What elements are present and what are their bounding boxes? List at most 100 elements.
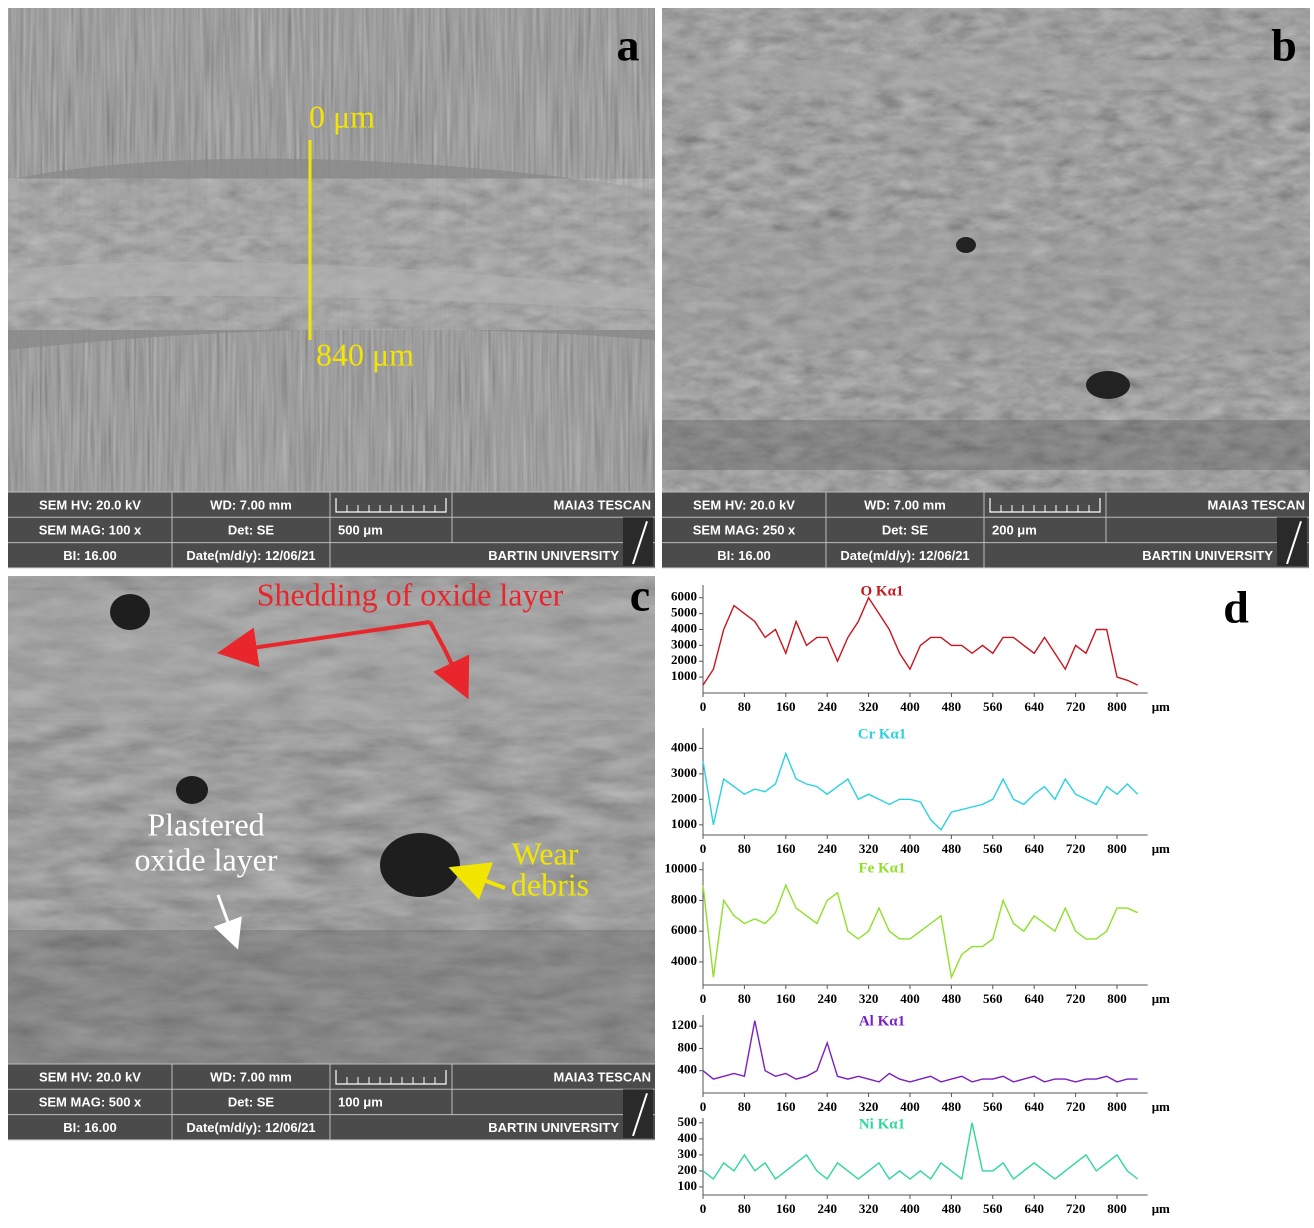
- info-text: BI: 16.00: [717, 548, 770, 563]
- x-tick-label: 480: [942, 1099, 962, 1114]
- y-tick-label: 4000: [671, 953, 697, 968]
- x-tick-label: 640: [1024, 841, 1044, 856]
- x-tick-label: 240: [817, 699, 837, 714]
- y-tick-label: 800: [678, 1039, 698, 1054]
- x-tick-label: 560: [983, 1201, 1003, 1216]
- annotation: Plastered: [147, 806, 264, 842]
- info-text: BARTIN UNIVERSITY: [1142, 548, 1273, 563]
- x-tick-label: 320: [859, 1099, 879, 1114]
- panel-letter: c: [630, 570, 650, 621]
- x-tick-label: 240: [817, 841, 837, 856]
- x-tick-label: 640: [1024, 1099, 1044, 1114]
- x-axis-label: μm: [1152, 1099, 1170, 1114]
- panel-letter: b: [1271, 20, 1297, 71]
- annotation: Shedding of oxide layer: [257, 576, 564, 612]
- info-text: SEM HV: 20.0 kV: [693, 497, 795, 512]
- x-tick-label: 80: [738, 991, 751, 1006]
- y-tick-label: 500: [678, 1114, 698, 1129]
- info-text: Det: SE: [228, 523, 275, 538]
- logo: [623, 1089, 653, 1138]
- x-tick-label: 640: [1024, 1201, 1044, 1216]
- x-axis-label: μm: [1152, 841, 1170, 856]
- x-tick-label: 80: [738, 841, 751, 856]
- info-text: BI: 16.00: [63, 1120, 116, 1135]
- x-tick-label: 240: [817, 991, 837, 1006]
- info-text: Det: SE: [882, 523, 929, 538]
- y-tick-label: 6000: [671, 922, 697, 937]
- y-tick-label: 4000: [671, 739, 697, 754]
- sem-image-c: [8, 576, 655, 1064]
- line-series: [703, 1021, 1138, 1082]
- x-tick-label: 400: [900, 991, 920, 1006]
- x-tick-label: 320: [859, 1201, 879, 1216]
- annotation: 840 μm: [316, 336, 414, 372]
- x-tick-label: 640: [1024, 991, 1044, 1006]
- x-tick-label: 560: [983, 699, 1003, 714]
- line-series: [703, 754, 1138, 830]
- y-tick-label: 400: [678, 1062, 698, 1077]
- x-tick-label: 560: [983, 841, 1003, 856]
- x-tick-label: 240: [817, 1201, 837, 1216]
- info-text: SEM MAG: 500 x: [39, 1095, 142, 1110]
- x-tick-label: 800: [1107, 841, 1127, 856]
- x-tick-label: 320: [859, 841, 879, 856]
- y-tick-label: 3000: [671, 765, 697, 780]
- figure: 0 μm 840 μm SEM HV: 20.0 kV WD: 7.00 mm MAIA…: [0, 0, 1314, 1228]
- info-text: MAIA3 TESCAN: [553, 1069, 651, 1084]
- panel-letter: d: [1223, 582, 1249, 633]
- x-tick-label: 800: [1107, 991, 1127, 1006]
- sem-image-a: [8, 8, 655, 492]
- x-tick-label: 0: [700, 1099, 707, 1114]
- chart-title: Ni Kα1: [859, 1116, 905, 1132]
- x-axis-label: μm: [1152, 991, 1170, 1006]
- x-tick-label: 240: [817, 1099, 837, 1114]
- info-text: SEM HV: 20.0 kV: [39, 497, 141, 512]
- x-tick-label: 80: [738, 1201, 751, 1216]
- info-text: SEM MAG: 100 x: [39, 523, 142, 538]
- y-tick-label: 8000: [671, 891, 697, 906]
- x-tick-label: 560: [983, 1099, 1003, 1114]
- info-text: Det: SE: [228, 1095, 275, 1110]
- y-tick-label: 2000: [671, 652, 697, 667]
- x-tick-label: 160: [776, 699, 796, 714]
- info-text: Date(m/d/y): 12/06/21: [840, 548, 969, 563]
- y-tick-label: 400: [678, 1130, 698, 1145]
- x-tick-label: 0: [700, 841, 707, 856]
- x-tick-label: 720: [1066, 1099, 1086, 1114]
- info-text: Date(m/d/y): 12/06/21: [186, 548, 315, 563]
- x-tick-label: 480: [942, 841, 962, 856]
- x-tick-label: 720: [1066, 699, 1086, 714]
- info-text: 100 μm: [338, 1095, 383, 1110]
- x-tick-label: 400: [900, 1099, 920, 1114]
- x-tick-label: 400: [900, 699, 920, 714]
- y-tick-label: 4000: [671, 620, 697, 635]
- info-text: WD: 7.00 mm: [864, 497, 946, 512]
- y-tick-label: 300: [678, 1146, 698, 1161]
- x-tick-label: 800: [1107, 1201, 1127, 1216]
- sem-image-b: [662, 8, 1310, 492]
- chart-title: Cr Kα1: [858, 726, 907, 742]
- info-text: SEM HV: 20.0 kV: [39, 1069, 141, 1084]
- line-series: [703, 885, 1138, 977]
- x-tick-label: 160: [776, 991, 796, 1006]
- x-tick-label: 560: [983, 991, 1003, 1006]
- y-tick-label: 1000: [671, 816, 697, 831]
- info-text: BARTIN UNIVERSITY: [488, 1120, 619, 1135]
- y-tick-label: 5000: [671, 605, 697, 620]
- x-tick-label: 80: [738, 1099, 751, 1114]
- logo: [1277, 517, 1307, 566]
- x-tick-label: 0: [700, 699, 707, 714]
- y-tick-label: 2000: [671, 790, 697, 805]
- info-text: Date(m/d/y): 12/06/21: [186, 1120, 315, 1135]
- line-series: [703, 598, 1138, 685]
- info-text: WD: 7.00 mm: [210, 1069, 292, 1084]
- x-tick-label: 720: [1066, 841, 1086, 856]
- info-text: WD: 7.00 mm: [210, 497, 292, 512]
- info-text: MAIA3 TESCAN: [1207, 497, 1305, 512]
- x-tick-label: 720: [1066, 1201, 1086, 1216]
- x-axis-label: μm: [1152, 699, 1170, 714]
- line-series: [703, 1123, 1138, 1179]
- info-text: MAIA3 TESCAN: [553, 497, 651, 512]
- x-tick-label: 800: [1107, 699, 1127, 714]
- x-tick-label: 800: [1107, 1099, 1127, 1114]
